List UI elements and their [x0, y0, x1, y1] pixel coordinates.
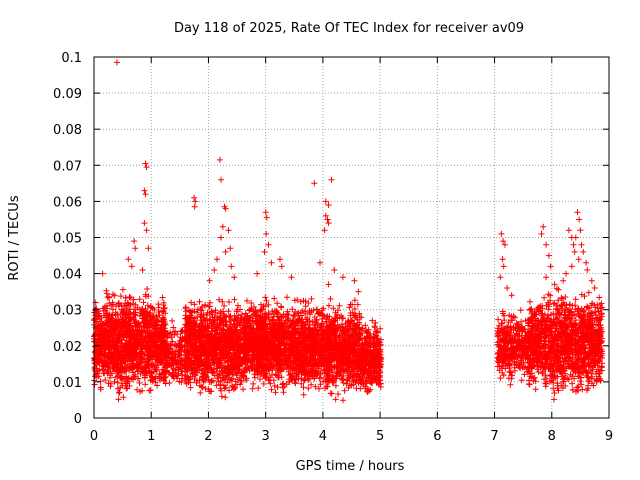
data-point	[280, 380, 287, 387]
data-point	[340, 397, 346, 404]
data-point	[154, 382, 161, 389]
data-point	[100, 308, 107, 314]
data-point	[152, 325, 158, 332]
data-point	[271, 295, 278, 302]
data-point	[103, 290, 110, 297]
data-point	[142, 381, 149, 388]
data-point	[341, 387, 348, 394]
data-point	[292, 380, 299, 387]
data-point	[284, 294, 290, 301]
data-point	[106, 322, 112, 329]
data-point	[250, 380, 257, 387]
data-point	[336, 302, 343, 309]
data-point	[146, 324, 153, 331]
data-point	[328, 390, 335, 397]
data-point	[354, 301, 361, 308]
data-point	[111, 378, 118, 385]
data-point	[135, 375, 142, 382]
data-point	[183, 308, 190, 315]
data-point	[131, 371, 138, 378]
data-point	[102, 377, 109, 383]
data-point	[130, 296, 137, 303]
data-point	[134, 304, 141, 311]
data-point	[308, 295, 315, 302]
data-point	[187, 384, 194, 391]
data-point	[118, 380, 125, 387]
data-point	[197, 389, 204, 396]
data-point	[159, 294, 166, 301]
data-point	[144, 302, 151, 309]
data-point	[272, 389, 279, 396]
data-point	[196, 298, 203, 305]
data-point	[346, 304, 353, 311]
data-point	[138, 306, 145, 313]
data-point	[136, 380, 143, 386]
data-points	[91, 59, 606, 404]
data-point	[327, 295, 334, 302]
data-point	[117, 366, 124, 373]
data-point	[119, 286, 126, 293]
data-point	[124, 302, 131, 309]
data-point	[120, 394, 127, 401]
data-point	[117, 293, 124, 300]
data-point	[335, 391, 342, 398]
data-point	[249, 385, 256, 392]
data-point	[136, 296, 143, 303]
data-point	[255, 385, 262, 392]
data-point	[222, 394, 229, 401]
data-point	[130, 309, 137, 316]
data-point	[94, 322, 101, 329]
data-point	[218, 393, 225, 400]
data-point	[305, 385, 312, 392]
data-point	[274, 300, 281, 307]
data-point	[109, 312, 116, 319]
data-point	[135, 367, 142, 374]
data-point	[302, 303, 309, 310]
data-point	[116, 390, 122, 396]
data-point	[325, 302, 332, 309]
data-point	[97, 386, 104, 393]
data-point	[226, 299, 232, 305]
data-point	[231, 296, 238, 303]
data-point	[166, 380, 173, 386]
chart-title: Day 118 of 2025, Rate Of TEC Index for r…	[174, 21, 524, 36]
data-point	[153, 326, 159, 333]
data-point	[91, 365, 98, 372]
data-point	[144, 286, 151, 292]
data-point	[140, 299, 147, 306]
data-point	[240, 386, 247, 393]
data-point	[115, 396, 122, 403]
data-point	[110, 301, 117, 308]
data-point	[262, 294, 269, 301]
data-point	[141, 374, 148, 381]
data-point	[351, 297, 358, 304]
data-point	[107, 383, 114, 390]
data-point	[160, 302, 167, 308]
data-point	[104, 355, 110, 361]
data-point	[332, 396, 339, 403]
data-point	[111, 292, 118, 299]
data-point	[268, 386, 275, 393]
data-point	[280, 389, 287, 396]
data-point	[114, 385, 121, 392]
data-point	[169, 317, 176, 324]
data-point	[142, 291, 149, 298]
data-point	[147, 387, 154, 394]
data-point	[126, 294, 133, 300]
data-point	[153, 366, 160, 373]
data-point	[300, 391, 307, 398]
data-point	[105, 294, 112, 301]
